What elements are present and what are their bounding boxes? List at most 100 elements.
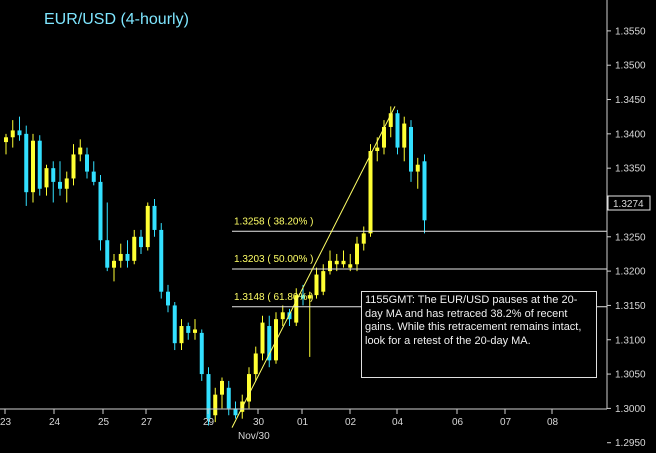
candle-body <box>274 319 278 361</box>
candle <box>199 329 204 381</box>
candle <box>145 202 150 251</box>
candle <box>159 223 164 299</box>
candle <box>334 253 339 272</box>
candle-body <box>71 154 76 179</box>
candle <box>24 125 29 206</box>
candles <box>4 106 427 426</box>
x-tick-label: 29 <box>203 417 215 428</box>
candle-body <box>139 236 143 248</box>
candle <box>152 199 157 237</box>
fib-level-label: 1.3258 ( 38.20% ) <box>234 216 314 227</box>
candle <box>118 243 123 268</box>
candle-body <box>10 130 15 138</box>
candle-body <box>233 408 238 416</box>
candle-body <box>105 240 110 268</box>
y-tick-label: 1.3000 <box>615 404 646 415</box>
candle <box>314 267 319 299</box>
candle <box>422 154 427 234</box>
fib-level-label: 1.3148 ( 61.80% ) <box>234 292 314 303</box>
candle <box>166 284 170 313</box>
candle <box>355 236 359 272</box>
candle-body <box>125 253 130 261</box>
y-tick-label: 1.3200 <box>615 267 646 278</box>
candle-body <box>186 326 191 333</box>
candle <box>31 133 35 203</box>
candle-body <box>287 312 292 320</box>
candle <box>58 161 62 196</box>
candle <box>10 120 15 148</box>
candle <box>307 291 312 357</box>
x-tick-label: 07 <box>500 417 512 428</box>
candle-body <box>118 253 123 261</box>
candle-body <box>388 113 393 127</box>
candle <box>139 229 143 254</box>
candle <box>132 229 137 265</box>
candle-body <box>328 260 332 272</box>
candle-body <box>226 387 231 409</box>
candle-body <box>341 260 346 265</box>
candle <box>125 240 130 268</box>
candle <box>98 175 103 251</box>
candle <box>71 144 76 186</box>
x-tick-label: 08 <box>547 417 559 428</box>
candle-body <box>132 236 137 261</box>
candle-body <box>172 305 177 344</box>
candle <box>388 106 393 138</box>
x-tick-label: 30 <box>253 417 265 428</box>
candle <box>85 147 89 179</box>
y-tick-label: 1.3100 <box>615 335 646 346</box>
candle <box>368 144 373 237</box>
x-ticks: 23 24 25 27 29 30 01 02 04 06 07 08 <box>0 409 559 428</box>
candle-body <box>409 126 413 172</box>
candle <box>64 171 69 203</box>
candle <box>193 319 197 340</box>
candle <box>206 367 211 426</box>
candle-body <box>422 161 427 221</box>
candle <box>415 157 420 189</box>
candle <box>186 322 191 340</box>
candle-body <box>145 205 150 248</box>
y-tick-label: 1.3400 <box>615 129 646 140</box>
x-tick-label: 27 <box>141 417 153 428</box>
candle-body <box>166 291 170 306</box>
y-tick-label: 1.3350 <box>615 164 646 175</box>
candle-body <box>355 243 359 265</box>
candle <box>287 308 292 327</box>
candle-body <box>112 260 116 268</box>
candle-body <box>64 178 69 189</box>
x-tick-label: 23 <box>0 417 12 428</box>
candle-body <box>220 380 224 395</box>
candle-body <box>402 123 407 148</box>
candle <box>361 226 366 251</box>
candle-body <box>78 147 83 155</box>
candle <box>220 377 224 409</box>
y-tick-label: 1.3250 <box>615 232 646 243</box>
x-tick-label: 01 <box>297 417 309 428</box>
candle-body <box>280 312 285 320</box>
candle <box>226 380 231 416</box>
candle-body <box>321 271 326 292</box>
candle <box>51 161 56 203</box>
candle <box>395 109 400 155</box>
candle <box>37 135 42 196</box>
candle-body <box>17 130 22 136</box>
y-tick-label: 1.3550 <box>615 26 646 37</box>
candle-body <box>85 154 89 172</box>
candle-body <box>294 295 299 323</box>
candle <box>91 161 96 186</box>
candle-body <box>314 274 319 296</box>
candle <box>341 250 346 268</box>
candle-body <box>206 374 211 419</box>
candle <box>105 202 110 272</box>
candle <box>348 253 353 272</box>
x-tick-label: 04 <box>392 417 404 428</box>
candle-body <box>24 133 29 193</box>
x-tick-label: 24 <box>49 417 61 428</box>
candle <box>409 120 413 182</box>
axes <box>0 0 608 410</box>
candle <box>402 116 407 162</box>
candle <box>267 315 272 368</box>
candle-body <box>37 140 42 189</box>
y-tick-label: 1.3050 <box>615 370 646 381</box>
